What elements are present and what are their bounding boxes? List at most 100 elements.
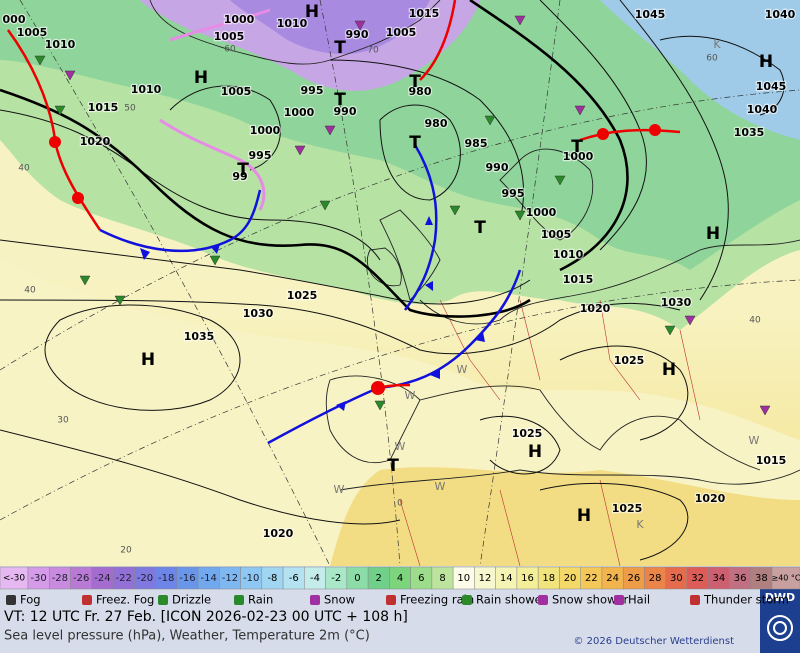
isobar-label: 980 [425, 117, 448, 130]
legend-label: Rain shower [476, 593, 547, 607]
isobar [169, 85, 281, 171]
pressure-center: H [759, 52, 773, 72]
isobar-label: 1010 [45, 38, 76, 51]
isobar-label: 1005 [541, 228, 572, 241]
warm-front [419, 0, 457, 81]
isobar-label: 980 [409, 85, 432, 98]
coastline [419, 385, 761, 471]
pressure-center: T [387, 456, 399, 476]
isobar-label: 1020 [580, 302, 611, 315]
copyright: © 2026 Deutscher Wetterdienst [573, 636, 734, 647]
isobar-label: 1015 [88, 101, 119, 114]
legend-icon [310, 595, 320, 605]
meridian [319, 0, 401, 567]
weather-symbol [449, 205, 461, 216]
front-symbol [649, 124, 661, 136]
weather-symbol [114, 295, 126, 306]
isobar-label: 1035 [184, 330, 215, 343]
scale-label: 4 [397, 573, 403, 584]
air-mass-label: W [457, 363, 468, 376]
temperature-isoline-label: 0 [397, 499, 403, 509]
isobar-label: 990 [346, 28, 369, 41]
weather-symbol [54, 105, 66, 116]
temperature-isoline-label: 40 [749, 316, 761, 326]
isobar-label: 1015 [563, 273, 594, 286]
weather-symbol [514, 210, 526, 221]
isobar [539, 482, 689, 561]
weather-symbol [79, 275, 91, 286]
scale-label: 16 [521, 573, 534, 584]
air-mass-label: W [334, 483, 345, 496]
meridian [19, 0, 331, 567]
dwd-logo-icon [767, 615, 793, 641]
temperature-isoline-label: 40 [24, 286, 36, 296]
isobar-label: 1000 [224, 13, 255, 26]
weather-symbol [574, 105, 586, 116]
isobar-label: 995 [502, 187, 525, 200]
coastline [325, 375, 421, 464]
isobar-label: 1005 [17, 26, 48, 39]
legend-icon [614, 595, 624, 605]
scale-label: -30 [30, 573, 46, 584]
legend-label: Snow [324, 593, 355, 607]
isobar-label: 1030 [243, 307, 274, 320]
legend-label: Hail [628, 593, 650, 607]
pressure-center: H [194, 68, 208, 88]
isobar-label: 1015 [409, 7, 440, 20]
isobar-label: 1045 [635, 8, 666, 21]
isobar [44, 304, 241, 411]
scale-label: <-30 [3, 574, 26, 584]
pressure-center: T [409, 72, 421, 92]
cold-east-zone [600, 0, 800, 140]
scale-label: 14 [500, 573, 513, 584]
temperature-isoline-label: 40 [18, 164, 30, 174]
isobar-label: 1020 [80, 135, 111, 148]
cool-zone [0, 0, 800, 270]
legend-icon [6, 595, 16, 605]
scale-label: -16 [179, 573, 195, 584]
isobar-label: 1010 [553, 248, 584, 261]
pressure-center: H [706, 224, 720, 244]
legend-label: Snow shower [552, 593, 628, 607]
scale-label: -28 [52, 573, 68, 584]
scale-label: 30 [670, 573, 683, 584]
isobar-label: 000 [3, 13, 26, 26]
weather-symbol [64, 70, 76, 81]
isobar-label: 1030 [661, 296, 692, 309]
scale-label: 24 [606, 573, 619, 584]
weather-symbol [324, 125, 336, 136]
temperature-isoline-label: 70 [367, 46, 379, 56]
scale-label: -8 [267, 573, 277, 584]
isobar-label: 1025 [512, 427, 543, 440]
coastline [499, 148, 594, 241]
isobar-label: 99 [232, 170, 247, 183]
isobar [619, 0, 729, 301]
scale-label: -20 [137, 573, 153, 584]
isobar-label: 1000 [563, 150, 594, 163]
legend-label: Thunder storm [703, 593, 789, 607]
isobar-label: 1040 [765, 8, 796, 21]
isobar-label: 995 [301, 84, 324, 97]
pressure-center: T [334, 38, 346, 58]
isobar-label: 1025 [287, 289, 318, 302]
pressure-center: H [662, 360, 676, 380]
pressure-center: H [577, 506, 591, 526]
isobar-label: 990 [334, 105, 357, 118]
temperature-isoline-label: 50 [124, 104, 136, 114]
pressure-center: H [528, 442, 542, 462]
temperature-isoline-label: 60 [706, 54, 718, 64]
legend-label: Rain [248, 593, 273, 607]
scale-label: -2 [331, 573, 341, 584]
isobar-label: 1000 [250, 124, 281, 137]
scale-label: -10 [243, 573, 259, 584]
pressure-center: T [237, 160, 249, 180]
occlusion [169, 8, 271, 42]
product-description: Sea level pressure (hPa), Weather, Tempe… [4, 629, 370, 644]
scale-label: ≥40 °C [771, 574, 800, 583]
air-mass-label: K [713, 38, 721, 51]
temperature-isoline-label: 30 [57, 416, 69, 426]
main-isobar [469, 0, 629, 272]
scale-cell [771, 566, 800, 590]
weather-symbol [294, 145, 306, 156]
isobar-label: 1010 [131, 83, 162, 96]
